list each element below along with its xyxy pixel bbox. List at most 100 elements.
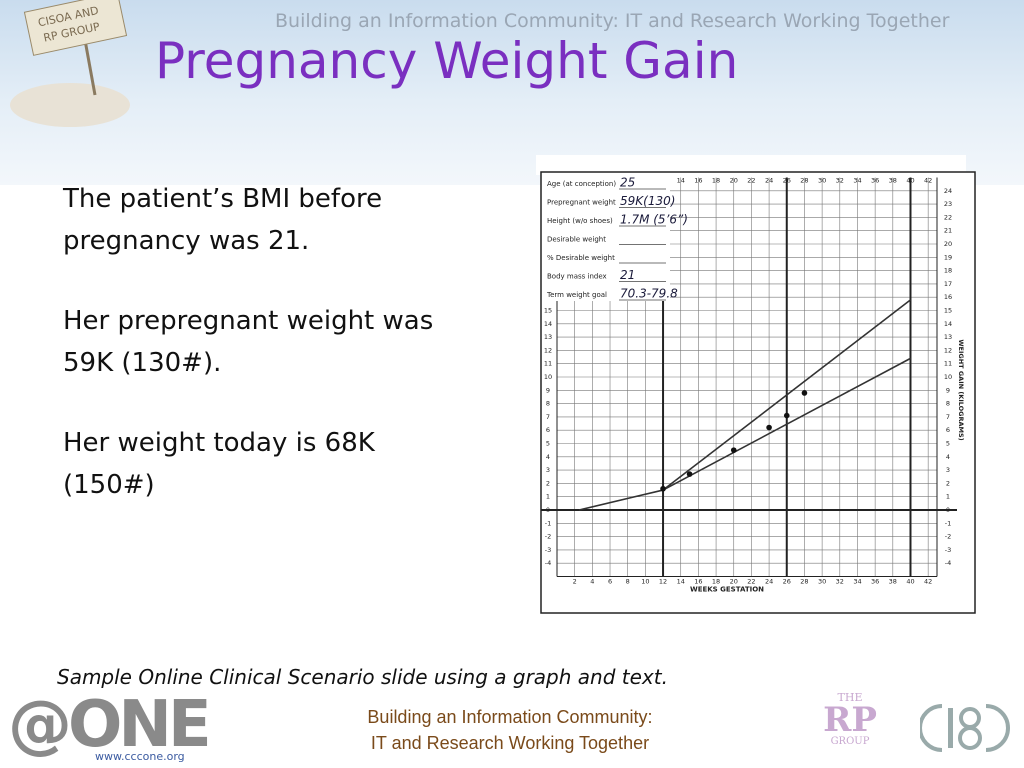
form-background [542, 173, 670, 301]
form-value: 59K(130) [620, 194, 675, 208]
y-tick-label: 10 [544, 373, 552, 381]
logo-shape [985, 704, 1010, 752]
y2-tick-label: 4 [946, 453, 950, 461]
y2-tick-label: 21 [944, 227, 952, 235]
y2-tick-label: 22 [944, 213, 952, 221]
paragraph: The patient’s BMI before pregnancy was 2… [63, 184, 383, 256]
form-label: Desirable weight [547, 236, 606, 244]
form-label: Body mass index [547, 273, 607, 281]
y2-tick-label: 19 [944, 253, 952, 261]
y-tick-label: 3 [546, 466, 550, 474]
y2-tick-label: 14 [944, 320, 952, 328]
paragraph: Her prepregnant weight was 59K (130#). [63, 306, 434, 378]
paragraph: Her weight today is 68K (150#) [63, 428, 375, 500]
y2-tick-label: 17 [944, 280, 952, 288]
weight-point [801, 390, 808, 396]
one-url: www.cccone.org [95, 750, 185, 763]
y2-tick-label: 15 [944, 307, 952, 315]
y2-tick-label: 8 [946, 400, 950, 408]
x-tick-label: 24 [765, 578, 773, 586]
y-tick-label: 12 [544, 346, 552, 354]
header-background [0, 0, 1024, 185]
x-tick-label: 20 [730, 578, 738, 586]
rp-text: GROUP [830, 736, 870, 747]
y-tick-label: 11 [544, 360, 552, 368]
form-label: Term weight goal [546, 291, 607, 299]
rp-text: THE [837, 691, 863, 704]
x-tick-label: 42 [924, 578, 932, 586]
form-value: 1.7M (5’6”) [620, 213, 688, 227]
mascot-logo: CISOA AND RP GROUP [10, 0, 130, 127]
y2-tick-label: 7 [946, 413, 950, 421]
x-tick-label: 4 [590, 578, 594, 586]
y-tick-label: 15 [544, 307, 552, 315]
y-tick-label: 6 [546, 426, 550, 434]
x-tick-label: 22 [747, 578, 755, 586]
header-banner: Building an Information Community: IT an… [275, 10, 950, 32]
x-tick-label: 8 [626, 578, 630, 586]
x-tick-label: 12 [659, 578, 667, 586]
y2-tick-label: 0 [946, 506, 950, 514]
y-tick-label: 14 [544, 320, 552, 328]
y-tick-label: 8 [546, 400, 550, 408]
y2-tick-label: 11 [944, 360, 952, 368]
x-tick-label: 14 [677, 578, 685, 586]
trend-line [578, 489, 664, 511]
y2-tick-label: 2 [946, 479, 950, 487]
y-tick-label: 0 [546, 506, 550, 514]
rp-logo: THE RP GROUP [815, 692, 885, 747]
y-tick-label: -3 [545, 546, 551, 554]
x-tick-label: 16 [694, 578, 702, 586]
y2-tick-label: 12 [944, 346, 952, 354]
y-tick-label: -2 [545, 533, 551, 541]
x-axis-label: WEEKS GESTATION [690, 586, 764, 594]
form-label: % Desirable weight [547, 254, 615, 262]
footer: Building an Information Community: IT an… [300, 704, 720, 756]
y-axis-label: WEIGHT GAIN (KILOGRAMS) [957, 339, 965, 440]
x-tick-label: 40 [906, 578, 914, 586]
x-tick-label: 18 [712, 578, 720, 586]
one-logo: @ONE [8, 688, 212, 762]
y-tick-label: 2 [546, 479, 550, 487]
y2-tick-label: 5 [946, 440, 950, 448]
trend-line [662, 299, 911, 491]
y2-tick-label: 9 [946, 386, 950, 394]
y2-tick-label: 23 [944, 200, 952, 208]
y2-tick-label: -2 [945, 533, 951, 541]
x-tick-label: 30 [818, 578, 826, 586]
chart-frame [540, 171, 976, 614]
y2-tick-label: -3 [945, 546, 951, 554]
x-tick-label: 36 [871, 578, 879, 586]
x-tick-label: 6 [608, 578, 612, 586]
y-tick-label: 1 [546, 493, 550, 501]
footer-line: Building an Information Community: [367, 707, 653, 727]
slide-title: Pregnancy Weight Gain [155, 32, 739, 90]
trend-line [662, 357, 911, 491]
x-tick-label: 32 [836, 578, 844, 586]
weight-point [783, 412, 790, 419]
weight-point [766, 424, 772, 431]
y2-tick-label: 13 [944, 333, 952, 341]
y2-tick-label: 3 [946, 466, 950, 474]
x-tick-label: 38 [889, 578, 897, 586]
x-tick-label: 10 [641, 578, 649, 586]
x-tick-label: 26 [783, 578, 791, 586]
y-tick-label: 9 [546, 386, 550, 394]
weight-point [686, 471, 693, 477]
caption: Sample Online Clinical Scenario slide us… [57, 665, 668, 689]
weight-point [660, 485, 666, 492]
form-label: Height (w/o shoes) [547, 217, 613, 225]
y-tick-label: 4 [546, 453, 550, 461]
y2-tick-label: -1 [945, 519, 951, 527]
y2-tick-label: 24 [944, 187, 952, 195]
y-tick-label: 7 [546, 413, 550, 421]
logo-shape [959, 707, 981, 729]
sign [23, 0, 128, 56]
x-tick-label: 28 [800, 578, 808, 586]
logo-shape [920, 704, 943, 752]
cisoa-logo [920, 704, 1010, 752]
y2-tick-label: 16 [944, 293, 952, 301]
sign-post [83, 39, 97, 96]
form-value: 21 [620, 268, 635, 282]
